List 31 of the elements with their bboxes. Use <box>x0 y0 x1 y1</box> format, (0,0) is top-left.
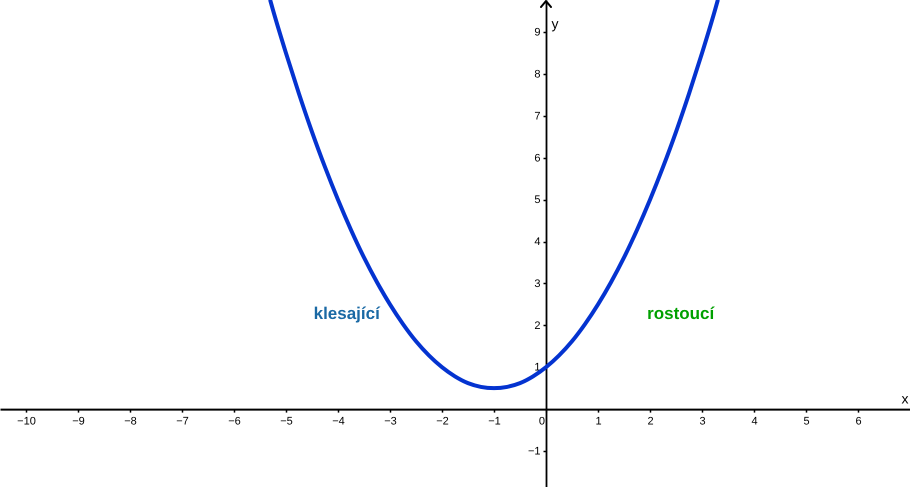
x-tick-label: 6 <box>855 416 862 428</box>
x-tick-label: 4 <box>751 416 758 428</box>
y-tick-label: 8 <box>534 68 540 81</box>
annotation: rostoucí <box>647 304 716 324</box>
x-tick-label: 0 <box>538 416 545 428</box>
x-tick-label: 1 <box>595 416 602 428</box>
y-tick-label: 6 <box>534 152 540 164</box>
x-tick-label: 2 <box>647 416 654 428</box>
x-tick-label: −7 <box>176 416 189 428</box>
x-tick-label: 3 <box>699 416 706 428</box>
x-tick-label: −5 <box>280 416 293 428</box>
annotation: klesající <box>314 304 382 324</box>
x-tick-label: −9 <box>72 416 85 428</box>
x-axis-title: x <box>902 390 908 407</box>
x-tick-label: −3 <box>384 416 397 428</box>
y-tick-label: 3 <box>534 278 540 290</box>
y-axis-title: y <box>552 16 558 32</box>
y-tick-label: −1 <box>528 445 540 458</box>
x-tick-label: −1 <box>488 416 501 428</box>
x-tick-label: −10 <box>17 416 36 428</box>
line-series <box>268 0 720 390</box>
x-tick-label: −2 <box>436 416 449 428</box>
y-tick-label: 5 <box>534 194 540 206</box>
y-tick-label: 2 <box>534 320 540 332</box>
x-tick-label: −6 <box>228 416 241 428</box>
x-tick-label: 5 <box>803 416 810 428</box>
x-tick-label: −4 <box>332 416 345 428</box>
y-tick-label: 4 <box>534 236 540 248</box>
x-tick-label: −8 <box>124 416 137 428</box>
y-tick-label: 7 <box>534 110 540 122</box>
y-tick-label: 9 <box>534 26 540 39</box>
